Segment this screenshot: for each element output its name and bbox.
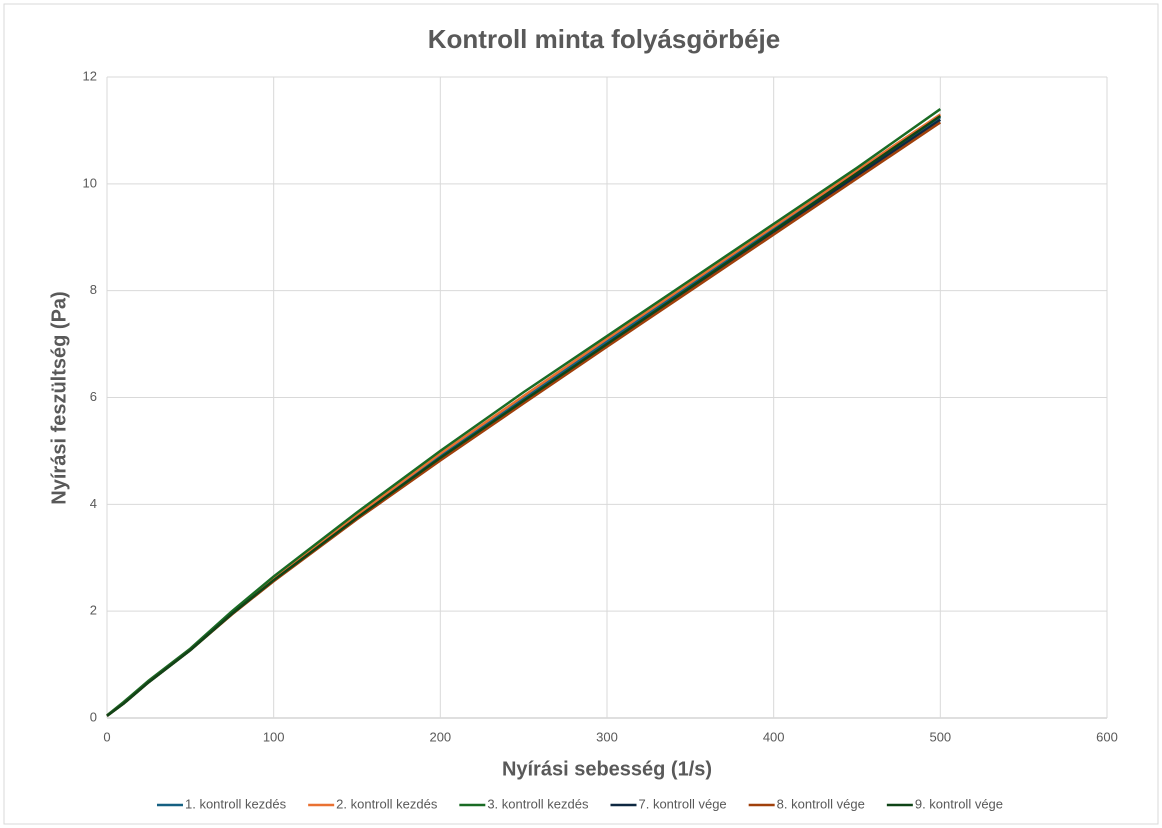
x-tick-label: 600 [1096,729,1118,744]
legend-label: 3. kontroll kezdés [487,796,589,811]
y-tick-label: 4 [90,496,97,511]
chart-border [3,3,1159,825]
y-axis-title: Nyírási feszültség (Pa) [48,291,70,504]
y-tick-label: 2 [90,603,97,618]
x-axis-title: Nyírási sebesség (1/s) [502,758,712,780]
y-tick-label: 12 [83,68,97,83]
chart-title: Kontroll minta folyásgörbéje [428,24,781,54]
x-tick-label: 300 [596,729,618,744]
legend-label: 8. kontroll vége [777,796,865,811]
x-tick-label: 400 [763,729,785,744]
legend-label: 2. kontroll kezdés [336,796,438,811]
legend-item: 1. kontroll kezdés [156,796,287,811]
legend-item: 7. kontroll vége [610,796,727,811]
x-tick-label: 0 [103,729,110,744]
y-tick-label: 0 [90,709,97,724]
legend-label: 7. kontroll vége [639,796,727,811]
series-line [106,114,942,717]
series-line [106,108,942,717]
legend-item: 9. kontroll vége [886,796,1003,811]
x-tick-label: 200 [429,729,451,744]
x-tick-label: 100 [263,729,285,744]
legend-item: 8. kontroll vége [748,796,865,811]
y-tick-label: 6 [90,389,97,404]
legend-item: 3. kontroll kezdés [459,796,589,811]
x-tick-label: 500 [929,729,951,744]
y-tick-label: 10 [83,175,97,190]
legend-item: 2. kontroll kezdés [308,796,438,811]
y-tick-label: 8 [90,282,97,297]
legend-label: 9. kontroll vége [915,796,1003,811]
legend-label: 1. kontroll kezdés [185,796,287,811]
